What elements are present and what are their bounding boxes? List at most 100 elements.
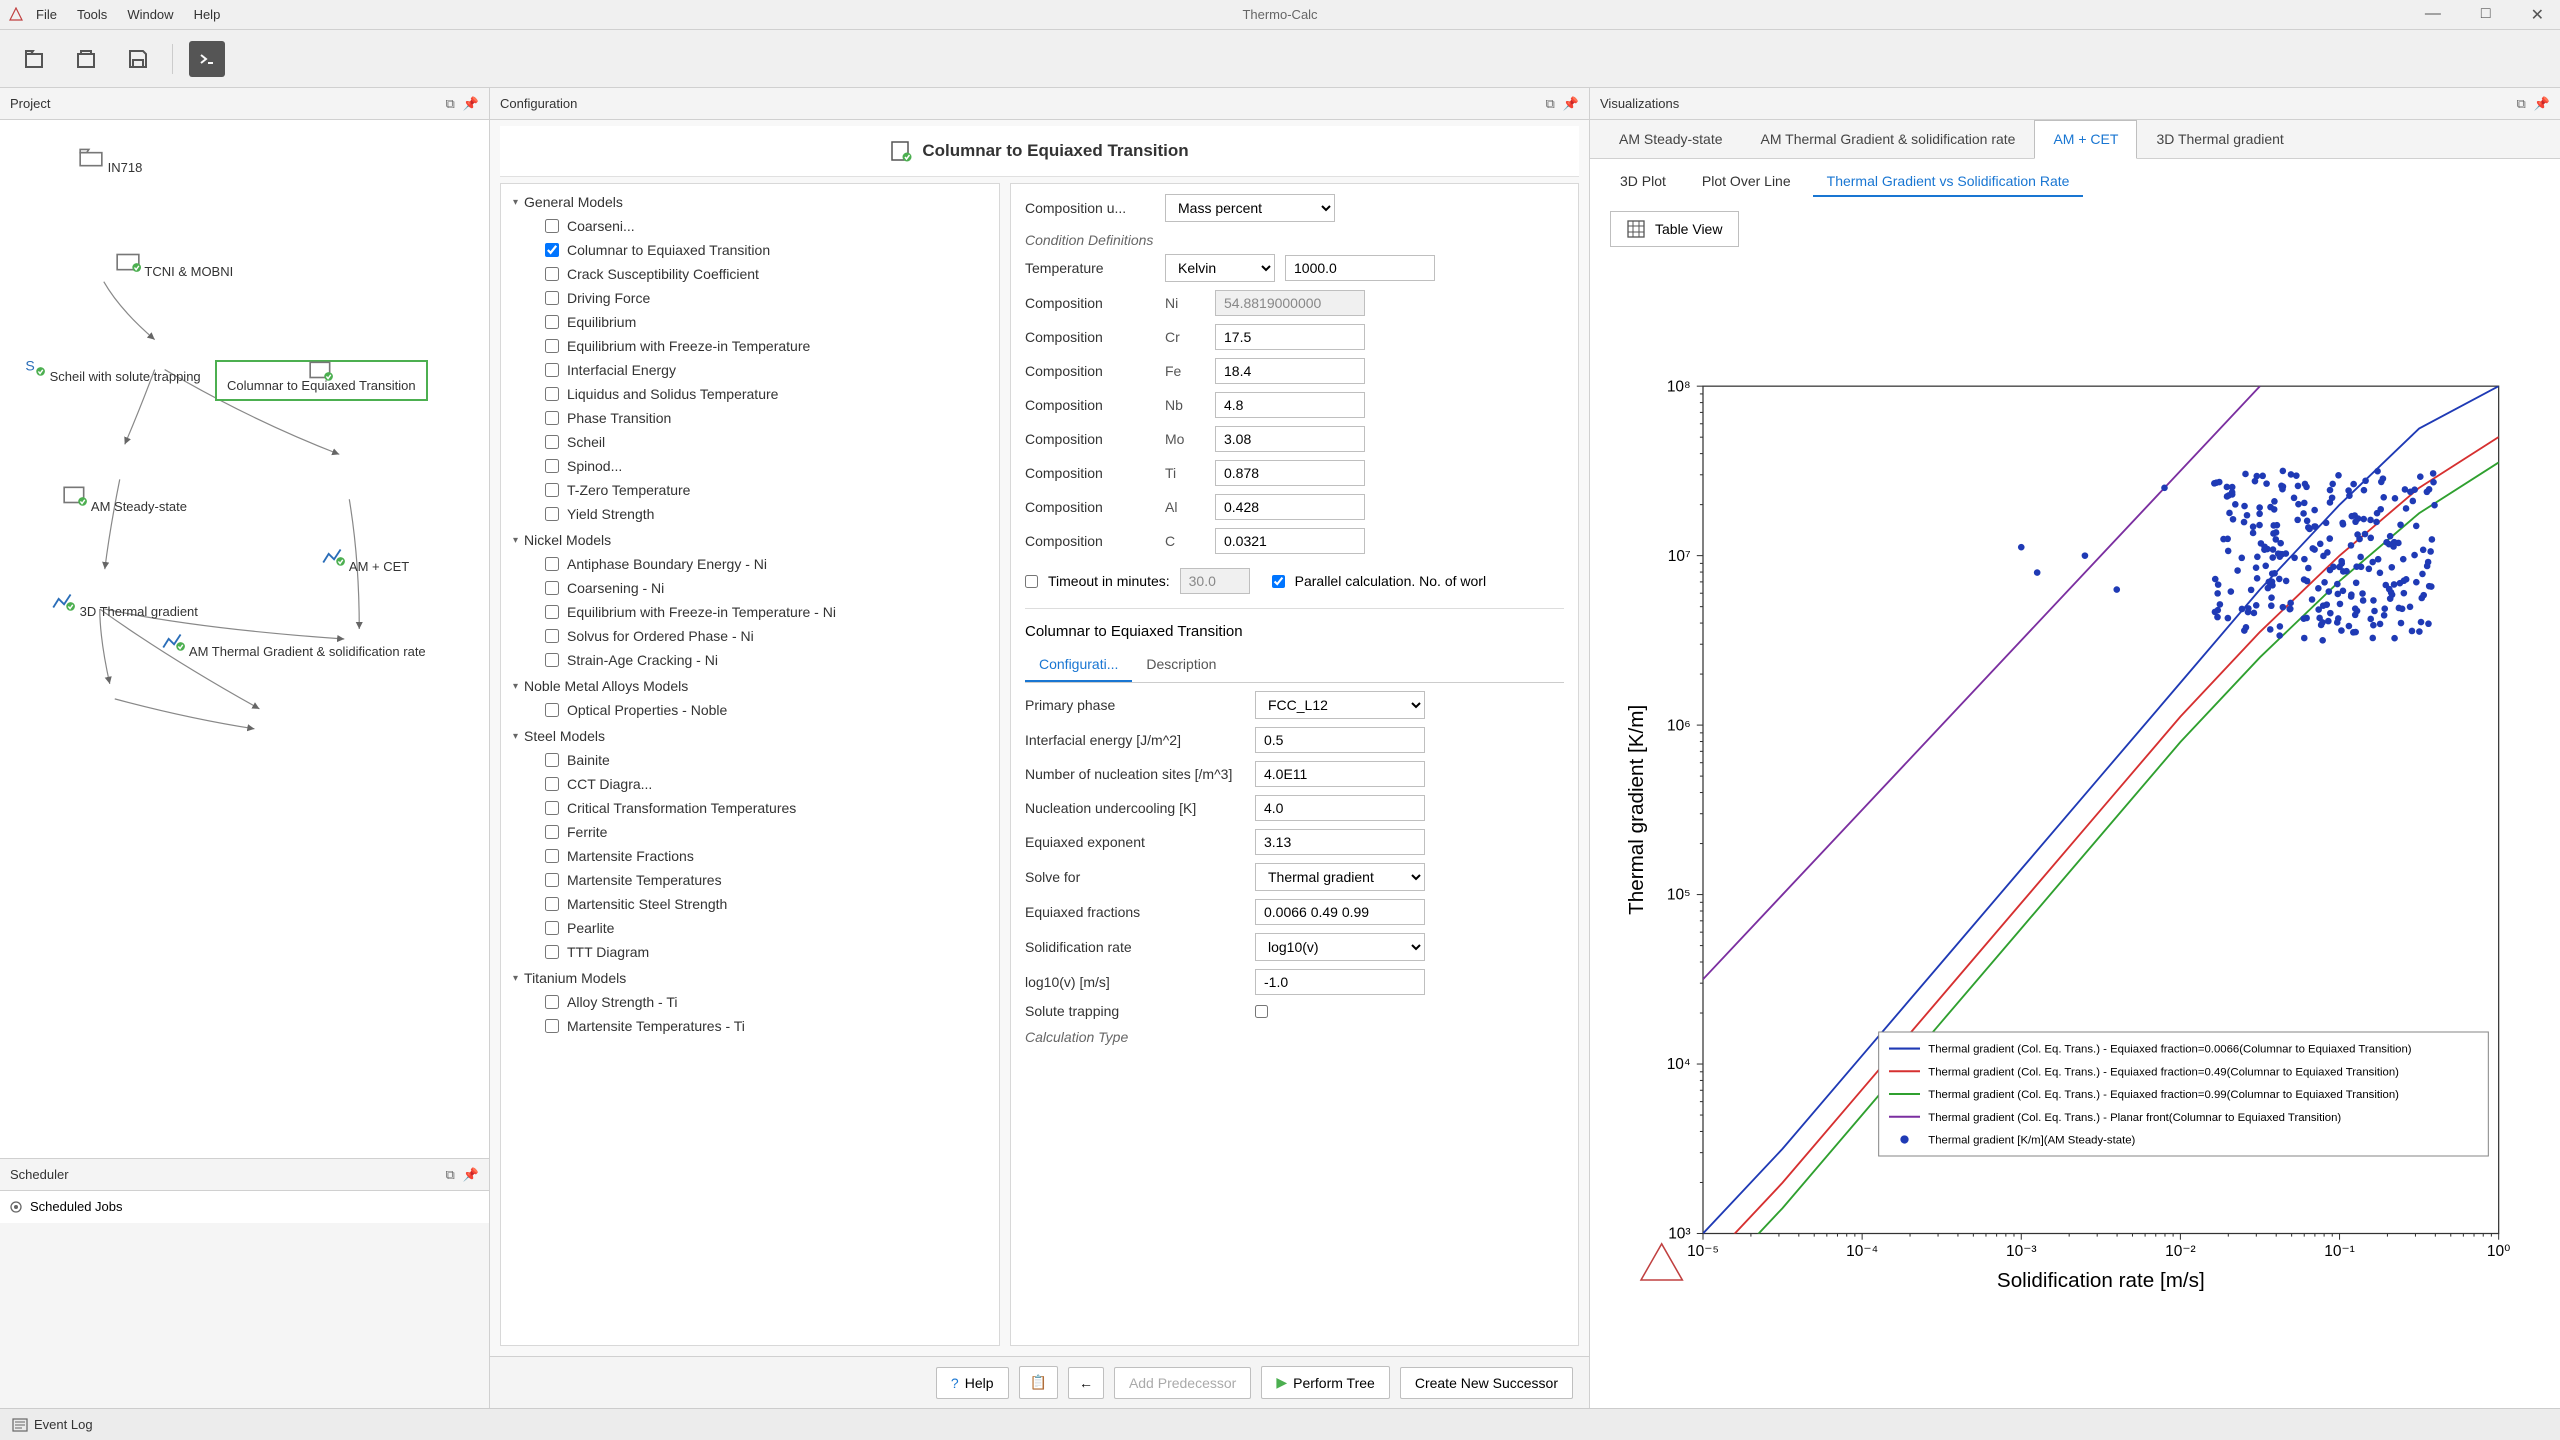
model-checkbox[interactable] (545, 801, 559, 815)
vis-tab[interactable]: AM Steady-state (1600, 120, 1742, 158)
event-log-bar[interactable]: Event Log (0, 1408, 2560, 1440)
vis-restore-icon[interactable]: ⧉ (2517, 96, 2526, 112)
model-item[interactable]: Driving Force (505, 286, 995, 310)
model-checkbox[interactable] (545, 995, 559, 1009)
model-item[interactable]: Interfacial Energy (505, 358, 995, 382)
window-maximize-button[interactable]: □ (2473, 5, 2499, 25)
model-item[interactable]: Optical Properties - Noble (505, 698, 995, 722)
model-item[interactable]: Equilibrium with Freeze-in Temperature (505, 334, 995, 358)
scheduler-restore-icon[interactable]: ⧉ (446, 1167, 455, 1183)
console-button[interactable] (189, 41, 225, 77)
model-item[interactable]: Equilibrium (505, 310, 995, 334)
model-checkbox[interactable] (545, 849, 559, 863)
model-checkbox[interactable] (545, 1019, 559, 1033)
model-group-header[interactable]: ▾Nickel Models (505, 528, 995, 552)
tab-description[interactable]: Description (1132, 648, 1230, 682)
model-checkbox[interactable] (545, 315, 559, 329)
model-item[interactable]: Antiphase Boundary Energy - Ni (505, 552, 995, 576)
composition-input[interactable] (1215, 392, 1365, 418)
model-checkbox[interactable] (545, 507, 559, 521)
project-restore-icon[interactable]: ⧉ (446, 96, 455, 112)
model-item[interactable]: Bainite (505, 748, 995, 772)
model-checkbox[interactable] (545, 825, 559, 839)
model-checkbox[interactable] (545, 557, 559, 571)
interfacial-energy-input[interactable] (1255, 727, 1425, 753)
node-thermal-grad[interactable]: AM Thermal Gradient & solidification rat… (160, 630, 426, 659)
save-button[interactable] (120, 41, 156, 77)
model-item[interactable]: Ferrite (505, 820, 995, 844)
vis-tab[interactable]: AM + CET (2034, 120, 2137, 159)
model-item[interactable]: TTT Diagram (505, 940, 995, 964)
back-button[interactable]: ← (1068, 1367, 1104, 1399)
model-checkbox[interactable] (545, 387, 559, 401)
model-item[interactable]: Phase Transition (505, 406, 995, 430)
composition-input[interactable] (1215, 426, 1365, 452)
model-checkbox[interactable] (545, 605, 559, 619)
node-tcni[interactable]: TCNI & MOBNI (115, 250, 233, 279)
undercooling-input[interactable] (1255, 795, 1425, 821)
solve-for-select[interactable]: Thermal gradient (1255, 863, 1425, 891)
vis-pin-icon[interactable]: 📌 (2534, 96, 2550, 112)
table-view-button[interactable]: Table View (1610, 211, 1739, 247)
temperature-unit-select[interactable]: Kelvin (1165, 254, 1275, 282)
primary-phase-select[interactable]: FCC_L12 (1255, 691, 1425, 719)
node-am-steady[interactable]: AM Steady-state (62, 485, 187, 514)
model-item[interactable]: Martensitic Steel Strength (505, 892, 995, 916)
node-cet[interactable]: Columnar to Equiaxed Transition (215, 360, 428, 401)
project-tree-canvas[interactable]: IN718 TCNI & MOBNI S Scheil with solute … (0, 120, 489, 1158)
add-predecessor-button[interactable]: Add Predecessor (1114, 1367, 1251, 1399)
model-item[interactable]: Alloy Strength - Ti (505, 990, 995, 1014)
model-checkbox[interactable] (545, 219, 559, 233)
model-group-header[interactable]: ▾Titanium Models (505, 966, 995, 990)
model-checkbox[interactable] (545, 459, 559, 473)
menu-file[interactable]: File (36, 7, 57, 22)
menu-window[interactable]: Window (127, 7, 173, 22)
vis-tab[interactable]: 3D Thermal gradient (2137, 120, 2302, 158)
tab-configuration[interactable]: Configurati... (1025, 648, 1132, 682)
composition-input[interactable] (1215, 324, 1365, 350)
model-item[interactable]: Scheil (505, 430, 995, 454)
perform-tree-button[interactable]: ▶Perform Tree (1261, 1366, 1389, 1399)
nucleation-sites-input[interactable] (1255, 761, 1425, 787)
model-checkbox[interactable] (545, 945, 559, 959)
model-item[interactable]: Martensite Temperatures (505, 868, 995, 892)
model-item[interactable]: T-Zero Temperature (505, 478, 995, 502)
solute-trapping-checkbox[interactable] (1255, 1005, 1268, 1018)
menu-tools[interactable]: Tools (77, 7, 107, 22)
vis-subtab[interactable]: 3D Plot (1606, 167, 1680, 197)
model-group-header[interactable]: ▾Noble Metal Alloys Models (505, 674, 995, 698)
window-minimize-button[interactable]: — (2417, 5, 2449, 25)
project-pin-icon[interactable]: 📌 (463, 96, 479, 112)
model-checkbox[interactable] (545, 897, 559, 911)
equiaxed-exponent-input[interactable] (1255, 829, 1425, 855)
help-button[interactable]: ?Help (936, 1367, 1009, 1399)
model-checkbox[interactable] (545, 703, 559, 717)
solidification-rate-select[interactable]: log10(v) (1255, 933, 1425, 961)
parallel-checkbox[interactable] (1272, 575, 1285, 588)
config-restore-icon[interactable]: ⧉ (1546, 96, 1555, 112)
model-group-header[interactable]: ▾Steel Models (505, 724, 995, 748)
model-item[interactable]: Equilibrium with Freeze-in Temperature -… (505, 600, 995, 624)
model-checkbox[interactable] (545, 267, 559, 281)
model-item[interactable]: Columnar to Equiaxed Transition (505, 238, 995, 262)
equiaxed-fractions-input[interactable] (1255, 899, 1425, 925)
vis-subtab[interactable]: Thermal Gradient vs Solidification Rate (1813, 167, 2084, 197)
model-checkbox[interactable] (545, 921, 559, 935)
model-item[interactable]: Strain-Age Cracking - Ni (505, 648, 995, 672)
temperature-input[interactable] (1285, 255, 1435, 281)
model-item[interactable]: Martensite Fractions (505, 844, 995, 868)
model-checkbox[interactable] (545, 483, 559, 497)
model-item[interactable]: Spinod... (505, 454, 995, 478)
model-checkbox[interactable] (545, 339, 559, 353)
model-checkbox[interactable] (545, 243, 559, 257)
vis-tab[interactable]: AM Thermal Gradient & solidification rat… (1742, 120, 2035, 158)
node-3d-thermal[interactable]: 3D Thermal gradient (50, 590, 198, 619)
model-checkbox[interactable] (545, 873, 559, 887)
model-item[interactable]: Coarsening - Ni (505, 576, 995, 600)
model-item[interactable]: Coarseni... (505, 214, 995, 238)
composition-input[interactable] (1215, 358, 1365, 384)
composition-unit-select[interactable]: Mass percent (1165, 194, 1335, 222)
new-project-button[interactable] (16, 41, 52, 77)
models-tree[interactable]: ▾General ModelsCoarseni...Columnar to Eq… (500, 183, 1000, 1346)
window-close-button[interactable]: ✕ (2523, 5, 2552, 25)
